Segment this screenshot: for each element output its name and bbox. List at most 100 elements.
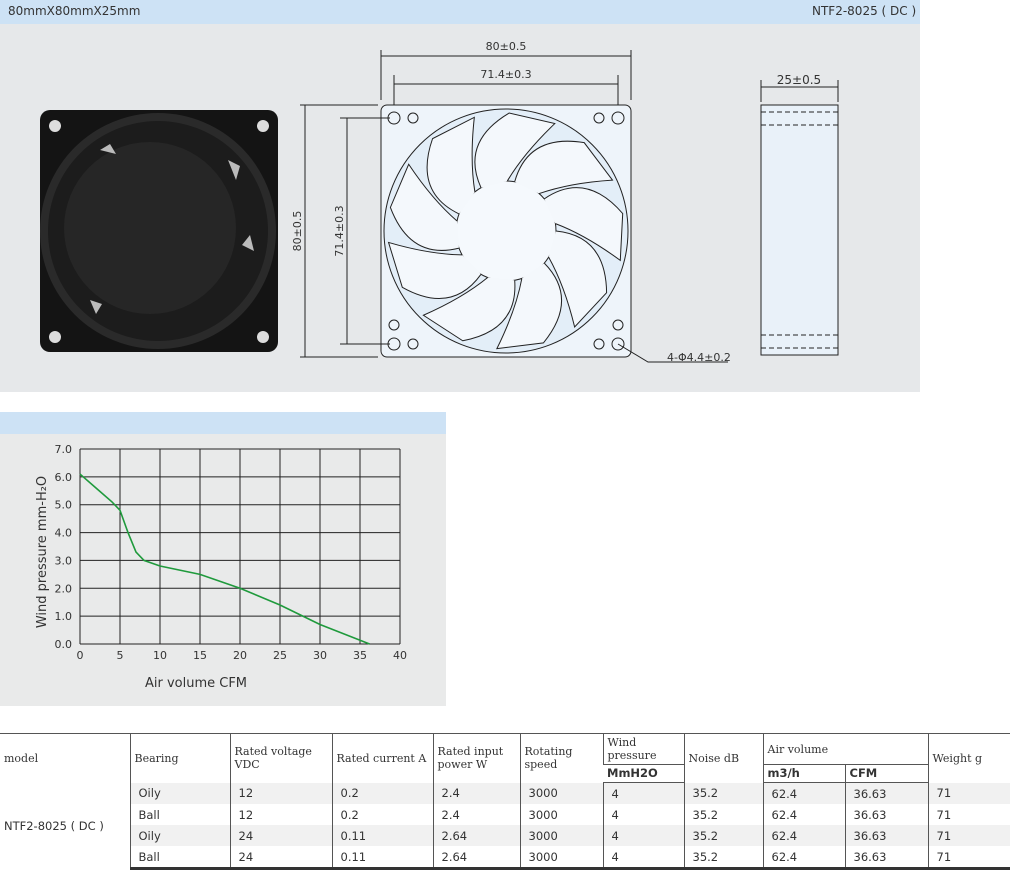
table-cell: 3000 xyxy=(519,825,603,846)
column-subheader: m3/h xyxy=(762,764,845,783)
x-tick-label: 5 xyxy=(117,649,124,662)
table-cell: 0.11 xyxy=(331,825,433,846)
table-cell: 2.4 xyxy=(432,804,520,825)
y-tick-label: 2.0 xyxy=(55,582,73,595)
y-axis-label: Wind pressure mm-H₂O xyxy=(35,476,50,628)
column-subheader: MmH2O xyxy=(603,764,684,783)
depth-dimension: 25±0.5 xyxy=(777,73,821,87)
fan-blade xyxy=(496,262,563,350)
x-tick-label: 30 xyxy=(313,649,327,662)
table-cell: 3000 xyxy=(519,804,603,825)
x-tick-label: 15 xyxy=(193,649,207,662)
x-tick-label: 35 xyxy=(353,649,367,662)
line-series xyxy=(79,473,370,645)
table-cell: 35.2 xyxy=(683,846,763,870)
table-row: Ball 12 0.2 2.4 3000 4 35.2 62.4 36.63 71 xyxy=(0,804,1010,825)
column-header: Rated input power W xyxy=(432,733,520,783)
column-header: Rated current A xyxy=(331,733,433,783)
table-row: NTF2-8025 ( DC ) Oily 12 0.2 2.4 3000 4 35.2 62.… xyxy=(0,782,1010,869)
table-cell: 4 xyxy=(602,846,684,870)
x-tick-label: 25 xyxy=(273,649,287,662)
table-cell: 36.63 xyxy=(844,804,929,825)
front-view xyxy=(300,50,728,363)
table-cell: 4 xyxy=(602,804,684,825)
table-cell: 0.2 xyxy=(331,804,433,825)
x-tick-label: 40 xyxy=(393,649,407,662)
x-tick-label: 0 xyxy=(77,649,84,662)
table-row: Oily 24 0.11 2.64 3000 4 35.2 62.4 36.63 71 xyxy=(0,825,1010,846)
chart: Air volume CFM Wind pressure mm-H₂O 0.0 1… xyxy=(35,443,407,691)
table-cell: 3000 xyxy=(519,846,603,870)
table-cell: 71 xyxy=(927,846,1010,870)
table-cell: 0.11 xyxy=(331,846,433,870)
table-cell: 24 xyxy=(229,846,332,870)
fan-blade xyxy=(389,163,460,251)
spec-table: model Bearing Rated voltage VDC Rated curre… xyxy=(0,733,1010,870)
model-cell: NTF2-8025 ( DC ) xyxy=(0,782,130,869)
column-header: Bearing xyxy=(129,733,230,783)
column-header: Weight g xyxy=(927,733,1010,783)
table-cell: 4 xyxy=(602,825,684,846)
table-row: Ball 24 0.11 2.64 3000 4 35.2 62.4 36.63 71 xyxy=(0,846,1010,870)
table-cell: 71 xyxy=(927,782,1010,804)
table-cell: 36.63 xyxy=(844,846,929,870)
table-cell: 24 xyxy=(229,825,332,846)
table-cell: 71 xyxy=(927,825,1010,846)
chart-strip xyxy=(0,412,446,434)
x-tick-label: 20 xyxy=(233,649,247,662)
fan-blade xyxy=(544,187,624,262)
table-cell: Oily xyxy=(129,825,230,846)
table-cell: Oily xyxy=(129,782,230,804)
table-cell: 0.2 xyxy=(331,782,433,804)
y-tick-label: 5.0 xyxy=(55,499,73,512)
fan-blade xyxy=(514,140,614,195)
fan-photo xyxy=(40,110,278,352)
model-label: NTF2-8025 ( DC ) xyxy=(812,4,917,18)
table-cell: Ball xyxy=(129,804,230,825)
table-cell: 35.2 xyxy=(683,804,763,825)
y-tick-label: 0.0 xyxy=(55,638,73,651)
fan-blade xyxy=(422,277,516,342)
table-cell: 62.4 xyxy=(762,846,845,870)
column-header: Wind pressure xyxy=(602,733,684,765)
column-header: Noise dB xyxy=(683,733,763,783)
width-dimension: 80±0.5 xyxy=(486,40,527,53)
table-cell: 36.63 xyxy=(844,825,929,846)
hole-dimension: 4-Φ4.4±0.2 xyxy=(667,351,731,364)
column-header: Rotating speed xyxy=(519,733,603,783)
fan-blade xyxy=(387,241,482,300)
table-cell: 62.4 xyxy=(762,782,845,804)
table-cell: 12 xyxy=(229,782,332,804)
y-tick-label: 3.0 xyxy=(55,554,73,567)
table-cell: 35.2 xyxy=(683,782,763,804)
column-header: Air volume xyxy=(762,733,929,765)
y-tick-label: 6.0 xyxy=(55,471,73,484)
subheader-row: MmH2O m3/h CFM xyxy=(0,764,1010,783)
hole-pitch-vertical-dimension: 71.4±0.3 xyxy=(333,205,346,256)
x-tick-label: 10 xyxy=(153,649,167,662)
size-label: 80mmX80mmX25mm xyxy=(8,4,141,18)
table-cell: 2.4 xyxy=(432,782,520,804)
table-cell: Ball xyxy=(129,846,230,870)
side-view xyxy=(760,80,839,356)
chart-panel: Air volume CFM Wind pressure mm-H₂O 0.0 1… xyxy=(0,412,446,706)
table-cell: 62.4 xyxy=(762,825,845,846)
x-axis-label: Air volume CFM xyxy=(145,676,247,691)
technical-drawing: 80±0.5 71.4±0.3 80±0.5 71.4±0.3 4-Φ4.4±0… xyxy=(40,40,839,364)
table-cell: 2.64 xyxy=(432,846,520,870)
header-row: model Bearing Rated voltage VDC Rated curre… xyxy=(0,733,1010,783)
hole-pitch-dimension: 71.4±0.3 xyxy=(480,68,531,81)
column-header: model xyxy=(0,733,130,783)
table-cell: 71 xyxy=(927,804,1010,825)
height-dimension: 80±0.5 xyxy=(291,211,304,252)
table-cell: 2.64 xyxy=(432,825,520,846)
table-cell: 3000 xyxy=(519,782,603,804)
y-tick-label: 4.0 xyxy=(55,527,73,540)
y-tick-label: 1.0 xyxy=(55,610,73,623)
table-cell: 12 xyxy=(229,804,332,825)
column-subheader: CFM xyxy=(844,764,929,783)
table-cell: 36.63 xyxy=(844,782,929,804)
header-strip: 80mmX80mmX25mm NTF2-8025 ( DC ) xyxy=(0,0,920,24)
column-header: Rated voltage VDC xyxy=(229,733,332,783)
